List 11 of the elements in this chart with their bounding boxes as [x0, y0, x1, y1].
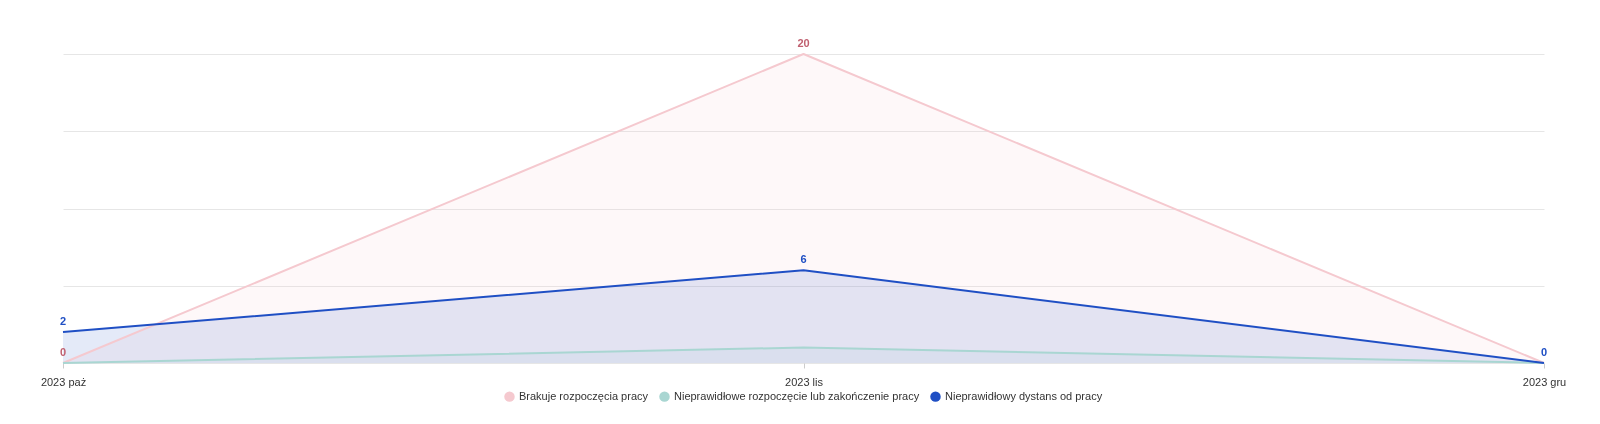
legend-label: Brakuje rozpoczęcia pracy — [519, 389, 649, 402]
legend-label: Nieprawidłowe rozpoczęcie lub zakończenie pracy — [674, 389, 920, 402]
data-label: 0 — [1540, 346, 1548, 358]
x-tick-label: 2023 lis — [785, 375, 824, 388]
x-tick-label: 2023 paż — [40, 375, 87, 388]
legend-label: Nieprawidłowy dystans od pracy — [945, 389, 1103, 402]
x-tick-label: 2023 gru — [1522, 375, 1567, 388]
data-label: 2 — [59, 315, 67, 328]
data-label: 0 — [59, 346, 67, 358]
data-label: 6 — [800, 253, 807, 266]
data-label: 20 — [797, 37, 810, 49]
